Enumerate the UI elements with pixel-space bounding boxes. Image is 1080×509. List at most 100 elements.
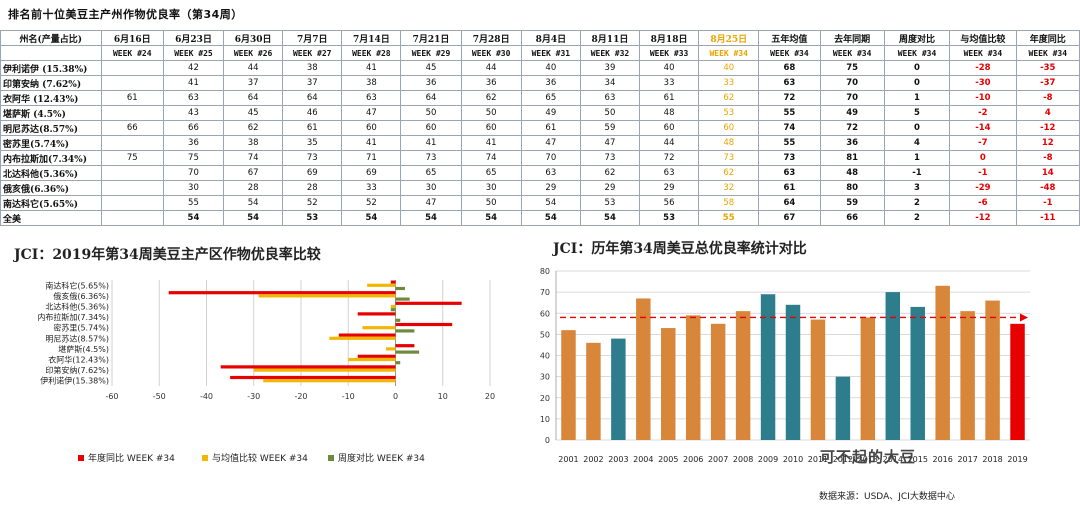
category-label: 伊利诺伊(15.38%) [40,376,109,386]
year-bar [735,311,751,440]
x-tick-label: 2008 [733,455,753,464]
bar [253,368,396,372]
category-label: 堪萨斯(4.5%) [58,344,109,354]
bar [390,280,396,284]
x-tick-label: 2009 [758,455,778,464]
bar [357,312,396,316]
state-comparison-chart: -60 -50 -40 -30 -20 -10 0 10 20 伊利诺伊(15.38%)印第安纳(… [37,280,495,464]
year-bar [860,317,876,440]
x-tick-label: -60 [105,392,118,401]
x-tick-label: 2001 [558,455,578,464]
table-row: 明尼苏达(8.57%) 66 66 62 61 60 60 60 61 59 60 60 74 72 0 -1… [0,120,1080,136]
table-title: 排名前十位美豆主产州作物优良率（第34周） [8,8,243,21]
x-tick-label: 2010 [783,455,803,464]
legend-swatch [202,455,208,461]
year-bar [910,306,925,440]
value-cell: 54 [460,210,522,226]
bar [258,294,396,298]
table-row: 衣阿华 (12.43%) 61 63 64 64 63 64 62 65 63 61 62 72 70 1-… [0,90,1080,106]
legend-swatch [78,455,84,461]
table-row: 内布拉斯加(7.34%) 75 75 74 73 71 73 74 70 73 72 73 73 81 1 0… [0,150,1080,166]
category-label: 南达科它(5.65%) [45,280,109,290]
category-label: 密苏里(5.74%) [53,323,109,333]
year-bar [1010,323,1025,440]
year-bar [985,300,1000,440]
y-tick-label: 0 [545,436,550,445]
year-bar [636,298,651,440]
table-row: 俄亥俄(6.36%) 30 28 28 33 30 30 29 29 29 32 61 80 3 -29 -4… [0,180,1080,196]
y-tick-label: 80 [540,267,550,276]
year-bar [760,294,776,440]
value-cell: 54 [162,210,225,226]
bar [329,336,396,340]
value-cell: 54 [400,210,462,226]
x-tick-label: -50 [153,392,166,401]
x-tick-label: 2007 [708,455,728,464]
value-cell: 54 [223,210,284,226]
y-tick-label: 40 [540,352,550,361]
y-tick-label: 20 [540,394,550,403]
category-label: 明尼苏达(8.57%) [45,333,109,343]
category-label: 印第安纳(7.62%) [45,365,109,375]
x-tick-label: 2002 [583,455,603,464]
year-bar [835,376,851,440]
x-tick-label: 2003 [608,455,628,464]
x-tick-label: 2018 [982,455,1002,464]
year-bar [885,292,901,440]
legend-label: 周度对比 WEEK #34 [338,452,425,464]
year-bar [710,323,726,440]
y-tick-label: 70 [540,288,550,297]
x-tick-label: 2014 [883,455,903,464]
x-tick-label: 2016 [933,455,953,464]
reference-arrow [1020,313,1028,322]
x-tick-label: -40 [200,392,213,401]
year-bar [561,330,576,440]
y-tick-label: 10 [540,415,550,424]
y-tick-label: 60 [540,309,550,318]
x-tick-label: -30 [247,392,260,401]
category-label: 北达科他(5.36%) [45,302,109,312]
bar [395,350,420,354]
year-bar [685,315,701,440]
legend-label: 年度同比 WEEK #34 [88,452,175,464]
bar [395,322,453,327]
bar [395,318,401,322]
week-row: WEEK #24 WEEK #25 WEEK #26 WEEK #27 WEEK #28… [0,45,1080,61]
x-tick-label: 10 [438,392,448,401]
table-row: 南达科它(5.65%) 55 54 52 52 47 50 54 53 56 58 64 59 2 -6 -1 [0,195,1080,211]
year-bar [586,342,601,440]
value-cell: 66 [819,210,885,226]
category-label: 衣阿华(12.43%) [48,355,109,365]
x-tick-label: 2011 [808,455,828,464]
bar [362,326,396,330]
value-cell: 30 [162,180,225,196]
bar [395,329,415,333]
bar [263,379,396,383]
x-tick-label: -20 [294,392,307,401]
condition-table: 州名(产量占比) 6月16日 6月23日 6月30日 7月7日 7月14日 7月21日 7月2… [0,30,1080,226]
bar [395,286,405,291]
y-tick-label: 50 [540,330,550,339]
left-chart-title: JCI：2019年第34周美豆主产区作物优良率比较 [14,247,321,263]
bar [338,333,396,337]
x-tick-label: 2004 [633,455,653,464]
bar [348,357,396,362]
total-row: 全美 54 54 53 54 54 54 54 54 53 55 67 66 2 -12 -11 [0,210,1080,226]
bar [390,304,396,309]
bar [357,354,396,358]
x-tick-label: 2019 [1007,455,1027,464]
bar [395,361,401,365]
bar [367,283,396,287]
x-tick-label: -10 [342,392,355,401]
bar [395,301,462,305]
x-tick-label: 2012 [833,455,853,464]
bar [395,344,415,348]
x-tick-label: 2005 [658,455,678,464]
year-bar [810,319,826,440]
year-bar [661,328,676,440]
watermark-text: 可不起的大豆 [820,448,917,466]
value-cell: 54 [520,210,581,226]
value-cell: 53 [282,210,343,226]
year-bar [960,311,975,440]
